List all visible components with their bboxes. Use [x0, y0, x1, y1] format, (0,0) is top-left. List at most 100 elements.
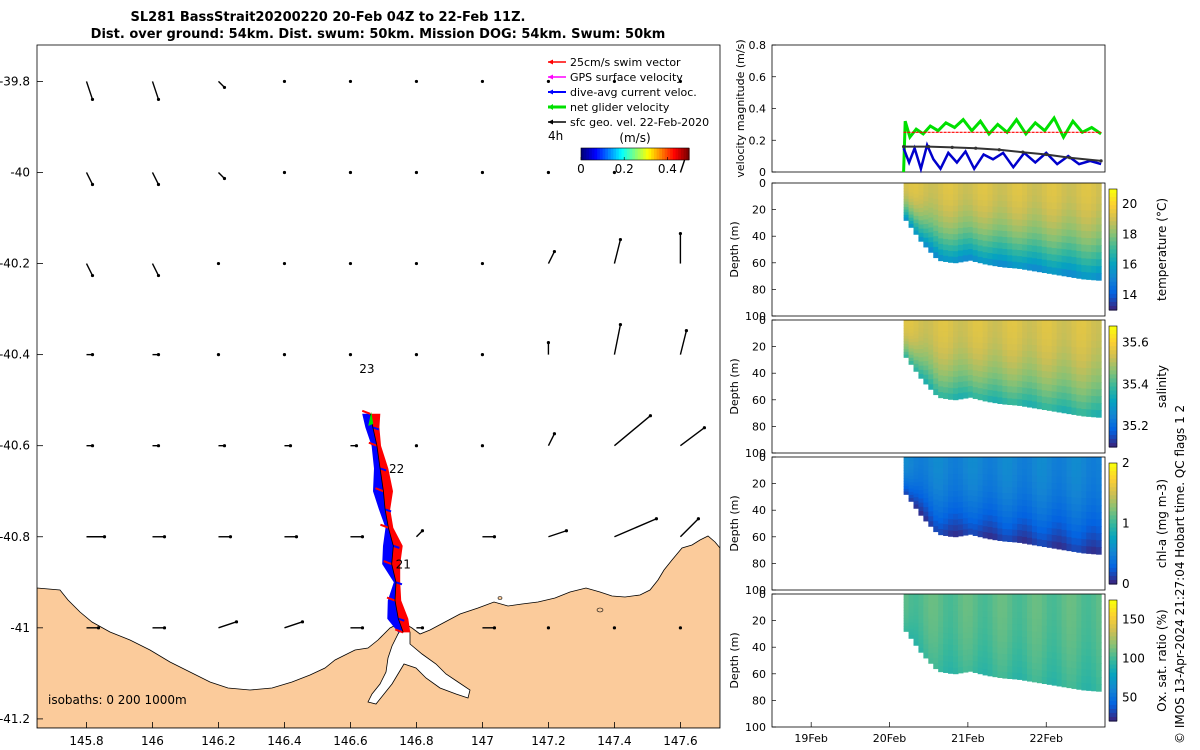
- section-cell: [923, 598, 929, 604]
- colorbar-segment: [618, 148, 623, 160]
- section-cell: [923, 228, 929, 234]
- section-cell: [1027, 656, 1033, 663]
- section-cell: [952, 325, 959, 332]
- section-cell: [923, 635, 929, 641]
- section-cell: [962, 194, 969, 201]
- section-cell: [1076, 340, 1082, 348]
- section-cell: [957, 370, 964, 377]
- section-cell: [962, 462, 969, 469]
- section-cell: [1017, 511, 1023, 519]
- section-cell: [957, 473, 964, 481]
- section-cell: [903, 462, 910, 466]
- section-cell: [1051, 476, 1058, 484]
- section-cell: [903, 486, 910, 490]
- section-cell: [962, 233, 969, 240]
- section-cell: [962, 386, 969, 393]
- section-cell: [1051, 196, 1058, 204]
- section-cell: [948, 188, 954, 195]
- section-cell: [977, 599, 984, 606]
- velocity-ytick-label: 0.4: [749, 103, 767, 116]
- section-colorbar-segment: [1109, 414, 1117, 420]
- section-cell: [918, 373, 924, 379]
- section-cell: [1012, 594, 1018, 601]
- section-cell: [1051, 535, 1058, 543]
- section-cell: [1086, 470, 1092, 479]
- section-cell: [972, 616, 979, 623]
- section-cell: [1086, 375, 1092, 383]
- section-cell: [1041, 202, 1048, 210]
- section-cell: [908, 208, 915, 213]
- section-cell: [1022, 630, 1028, 638]
- section-cell: [933, 599, 939, 606]
- section-cell: [1081, 258, 1087, 266]
- section-cell: [903, 343, 910, 348]
- section-cell: [928, 354, 934, 361]
- section-cell: [952, 245, 959, 252]
- section-cell: [1012, 648, 1018, 656]
- section-cell: [903, 594, 910, 598]
- section-cell: [918, 207, 924, 213]
- section-ylabel: Depth (m): [728, 221, 741, 277]
- section-cell: [987, 194, 994, 202]
- section-cell: [903, 607, 910, 611]
- colorbar-segment: [651, 148, 655, 160]
- section-cell: [1071, 544, 1078, 552]
- section-cell: [928, 471, 934, 478]
- section-cell: [1086, 320, 1092, 328]
- section-cell: [1046, 326, 1053, 334]
- section-cell: [1096, 203, 1102, 212]
- section-cell: [1046, 626, 1053, 634]
- section-cell: [1076, 353, 1082, 362]
- current-vector: [151, 81, 160, 100]
- section-colorbar-segment: [1109, 668, 1117, 674]
- section-cell: [933, 335, 939, 342]
- swim-vector: [394, 628, 404, 634]
- section-cell: [1061, 379, 1068, 387]
- section-cell: [913, 601, 920, 606]
- section-cell: [987, 247, 994, 254]
- current-vector-head: [618, 323, 623, 327]
- section-cell: [1027, 537, 1033, 545]
- section-cell: [1007, 630, 1013, 637]
- section-cell: [1002, 242, 1008, 250]
- legend-label-current: dive-avg current veloc.: [570, 86, 697, 99]
- section-cell: [1012, 487, 1018, 494]
- section-cell: [933, 520, 939, 527]
- section-cell: [977, 530, 984, 538]
- section-cell: [952, 645, 959, 652]
- section-cell: [1017, 183, 1023, 190]
- section-cell: [952, 633, 959, 641]
- section-cell: [1086, 354, 1092, 362]
- section-cell: [948, 656, 954, 663]
- colorbar-segment: [635, 148, 639, 160]
- section-cell: [982, 217, 989, 225]
- section-cell: [1012, 207, 1018, 214]
- current-vector-head: [480, 170, 485, 175]
- section-cell: [1066, 249, 1073, 258]
- section-cell: [1061, 470, 1068, 478]
- section-cell: [1036, 594, 1043, 601]
- section-cell: [1086, 210, 1092, 218]
- section-cell: [923, 342, 929, 348]
- section-cell: [928, 516, 934, 522]
- section-cell: [1007, 636, 1013, 643]
- section-cell: [997, 391, 1003, 399]
- section-cell: [1041, 383, 1048, 391]
- section-cell: [913, 363, 920, 369]
- section-cell: [923, 507, 929, 513]
- section-cell: [1071, 203, 1078, 211]
- section-cell: [1096, 375, 1102, 384]
- section-colorbar-segment: [1109, 632, 1117, 637]
- section-cell: [1076, 320, 1082, 328]
- section-cell: [962, 325, 969, 332]
- section-cell: [1022, 649, 1028, 657]
- section-cell: [923, 516, 929, 522]
- section-cell: [1017, 612, 1023, 619]
- section-cell: [908, 211, 915, 216]
- current-vector-head: [360, 535, 365, 539]
- section-cell: [903, 470, 910, 474]
- section-cell: [948, 320, 954, 327]
- section-cell: [957, 655, 964, 663]
- section-cell: [1036, 619, 1043, 627]
- section-cell: [1071, 524, 1078, 532]
